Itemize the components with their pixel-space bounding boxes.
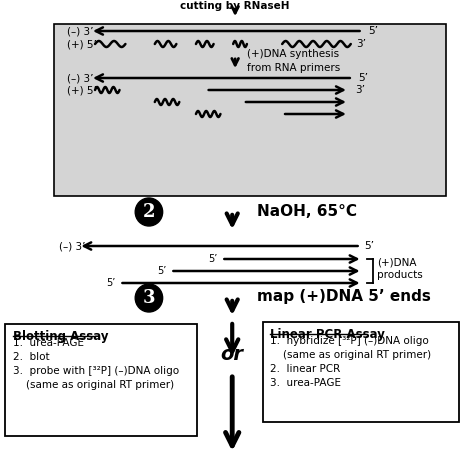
- Text: 5’: 5’: [359, 73, 369, 83]
- Text: 5’: 5’: [208, 254, 218, 264]
- Text: 3: 3: [143, 289, 155, 307]
- Text: Linear PCR Assay: Linear PCR Assay: [271, 328, 385, 341]
- Text: or: or: [221, 345, 244, 364]
- Text: (+)DNA synthesis
from RNA primers: (+)DNA synthesis from RNA primers: [247, 49, 340, 73]
- Text: NaOH, 65°C: NaOH, 65°C: [257, 203, 357, 219]
- Text: 5’: 5’: [365, 241, 374, 251]
- Bar: [5, 324, 197, 436]
- Text: 5’: 5’: [368, 26, 378, 36]
- Text: Blotting Assay: Blotting Assay: [13, 330, 108, 343]
- Text: (+)DNA
products: (+)DNA products: [377, 258, 423, 280]
- Text: (+) 5’: (+) 5’: [67, 85, 97, 95]
- Bar: [263, 322, 458, 422]
- Text: 3’: 3’: [356, 39, 367, 49]
- Circle shape: [135, 198, 163, 226]
- Bar: [54, 24, 446, 196]
- Text: 2: 2: [143, 203, 155, 221]
- Text: 1.  urea-PAGE
2.  blot
3.  probe with [³²P] (–)DNA oligo
    (same as original R: 1. urea-PAGE 2. blot 3. probe with [³²P]…: [13, 338, 179, 390]
- Text: (–) 3’: (–) 3’: [67, 73, 93, 83]
- Circle shape: [135, 284, 163, 312]
- Text: 5’: 5’: [157, 266, 166, 276]
- Text: (–) 3’: (–) 3’: [67, 26, 93, 36]
- Text: (+) 5’: (+) 5’: [67, 39, 97, 49]
- Text: (–) 3’: (–) 3’: [59, 241, 85, 251]
- Text: cutting by RNaseH: cutting by RNaseH: [181, 1, 290, 11]
- Text: map (+)DNA 5’ ends: map (+)DNA 5’ ends: [257, 290, 430, 304]
- Text: 1.  hybridize [³²P] (–)DNA oligo
    (same as original RT primer)
2.  linear PCR: 1. hybridize [³²P] (–)DNA oligo (same as…: [271, 336, 431, 388]
- Text: 3’: 3’: [355, 85, 365, 95]
- Text: 5’: 5’: [106, 278, 116, 288]
